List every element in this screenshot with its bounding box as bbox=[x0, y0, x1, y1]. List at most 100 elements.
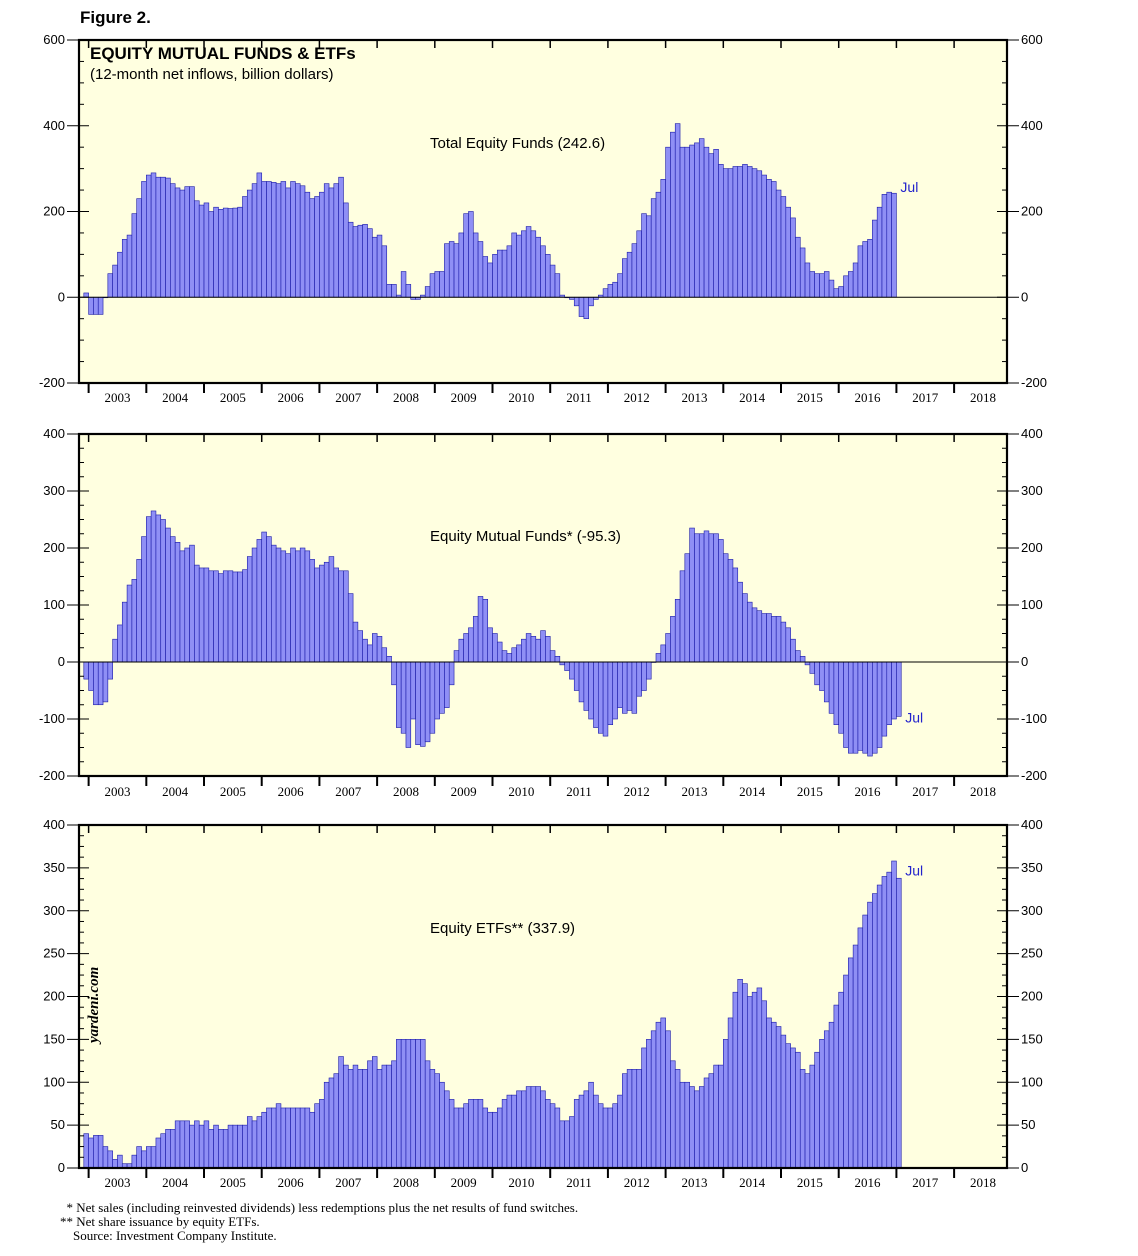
bar bbox=[174, 187, 181, 298]
x-tick-label: 2008 bbox=[393, 390, 419, 405]
bar bbox=[203, 202, 210, 298]
bar bbox=[886, 661, 892, 726]
bar bbox=[535, 1086, 541, 1169]
bar bbox=[828, 279, 835, 298]
series-label: Equity Mutual Funds* (-95.3) bbox=[430, 528, 621, 545]
x-tick-label: 2013 bbox=[681, 1175, 707, 1190]
bar bbox=[141, 1150, 147, 1169]
bar bbox=[429, 1069, 436, 1169]
bar bbox=[304, 191, 311, 298]
bar bbox=[540, 245, 546, 298]
bar bbox=[530, 230, 537, 298]
bar bbox=[775, 189, 782, 298]
y-tick-label-left: 200 bbox=[43, 204, 65, 219]
bar bbox=[501, 1099, 508, 1169]
y-tick-label-right: 0 bbox=[1021, 1160, 1028, 1175]
bar bbox=[838, 286, 844, 298]
y-tick-label-right: 250 bbox=[1021, 946, 1043, 961]
bar bbox=[453, 243, 460, 298]
bar bbox=[747, 601, 753, 663]
bar bbox=[703, 1077, 710, 1169]
bar bbox=[867, 901, 873, 1169]
bar bbox=[694, 142, 700, 298]
x-tick-label: 2006 bbox=[278, 784, 305, 799]
bar bbox=[285, 1107, 291, 1169]
bar bbox=[112, 264, 118, 298]
bar bbox=[93, 296, 99, 315]
bar bbox=[400, 661, 407, 734]
bar bbox=[564, 661, 570, 671]
bar bbox=[405, 1039, 412, 1169]
bar bbox=[679, 570, 686, 663]
bar bbox=[448, 661, 455, 686]
bar bbox=[472, 1099, 479, 1169]
bar bbox=[525, 633, 532, 663]
bar bbox=[852, 262, 859, 298]
bar bbox=[881, 194, 888, 298]
bar bbox=[814, 661, 820, 686]
bar bbox=[843, 275, 849, 298]
x-tick-label: 2009 bbox=[451, 784, 477, 799]
bar bbox=[886, 191, 892, 298]
y-tick-label-right: 400 bbox=[1021, 426, 1043, 441]
y-tick-label-right: 100 bbox=[1021, 597, 1043, 612]
y-tick-label-right: 150 bbox=[1021, 1031, 1043, 1046]
bar bbox=[780, 196, 787, 298]
bar bbox=[636, 1069, 642, 1169]
bar bbox=[179, 1120, 186, 1169]
bar bbox=[246, 1116, 253, 1169]
bar bbox=[554, 1107, 561, 1169]
bar bbox=[578, 1094, 585, 1169]
y-tick-label-right: -200 bbox=[1021, 375, 1047, 390]
bar bbox=[857, 245, 864, 298]
bar bbox=[660, 179, 666, 298]
bar bbox=[588, 1081, 594, 1169]
bar bbox=[862, 914, 868, 1169]
bar bbox=[372, 1056, 378, 1169]
bar bbox=[636, 661, 642, 697]
bar bbox=[823, 1030, 830, 1169]
bar bbox=[227, 208, 234, 298]
bar bbox=[876, 661, 883, 748]
bar bbox=[198, 204, 205, 298]
bar bbox=[766, 613, 772, 663]
bar bbox=[751, 607, 758, 663]
bar bbox=[405, 661, 412, 748]
bar bbox=[256, 172, 263, 298]
bar bbox=[516, 1090, 522, 1169]
x-tick-label: 2005 bbox=[220, 390, 246, 405]
bar bbox=[458, 232, 464, 298]
bar bbox=[376, 636, 383, 663]
y-tick-label-left: 150 bbox=[43, 1031, 65, 1046]
x-tick-label: 2008 bbox=[393, 784, 419, 799]
y-tick-label-right: 50 bbox=[1021, 1117, 1035, 1132]
bar bbox=[309, 559, 315, 663]
bar bbox=[271, 1107, 277, 1169]
bar bbox=[141, 181, 147, 298]
bar bbox=[684, 146, 690, 298]
chart-title: EQUITY MUTUAL FUNDS & ETFs bbox=[90, 44, 356, 63]
bar bbox=[727, 559, 734, 663]
x-tick-label: 2018 bbox=[970, 1175, 996, 1190]
bar bbox=[429, 661, 436, 734]
bar bbox=[737, 979, 743, 1169]
bar bbox=[852, 944, 859, 1169]
bar bbox=[463, 213, 469, 298]
y-tick-label-right: 350 bbox=[1021, 860, 1043, 875]
bar bbox=[497, 1107, 503, 1169]
bar bbox=[194, 200, 200, 298]
bar bbox=[819, 1039, 825, 1169]
bar bbox=[275, 183, 282, 298]
bar bbox=[660, 1017, 666, 1169]
bar bbox=[583, 1090, 589, 1169]
bar bbox=[492, 1111, 498, 1169]
bar bbox=[607, 284, 614, 298]
x-tick-label: 2009 bbox=[451, 390, 477, 405]
bar bbox=[107, 661, 113, 680]
bar bbox=[285, 553, 291, 663]
bar bbox=[102, 661, 109, 703]
bar bbox=[852, 661, 859, 754]
bar bbox=[448, 241, 455, 298]
bar bbox=[521, 230, 527, 298]
bar bbox=[708, 153, 715, 298]
